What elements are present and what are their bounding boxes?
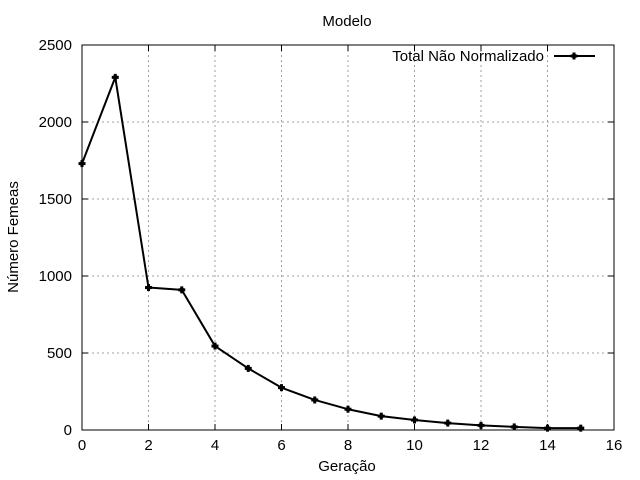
legend-label: Total Não Normalizado [392, 48, 544, 65]
data-point [111, 73, 119, 81]
data-point [544, 424, 551, 432]
data-point [311, 396, 319, 404]
data-point [510, 423, 518, 431]
plot-frame [81, 44, 615, 431]
data-point [477, 421, 485, 429]
legend: Total Não Normalizado [392, 48, 595, 65]
y-axis-label: Número Femeas [5, 181, 22, 293]
series-layer [78, 73, 585, 432]
x-tick-label: 16 [606, 437, 623, 454]
data-point [411, 416, 418, 424]
data-point [344, 405, 352, 413]
y-tick-label: 2000 [39, 114, 72, 131]
axis-ticks: 0 2 4 6 8 10 12 14 16 0 500 1000 1500 2000 2500 [39, 37, 623, 454]
data-point [577, 424, 585, 432]
data-point [145, 284, 152, 292]
x-tick-label: 8 [344, 437, 352, 454]
y-tick-label: 1000 [39, 268, 72, 285]
x-tick-label: 2 [144, 437, 152, 454]
x-tick-label: 10 [406, 437, 423, 454]
x-tick-label: 12 [473, 437, 490, 454]
data-point [178, 286, 186, 294]
y-tick-label: 500 [47, 345, 72, 362]
data-point [377, 412, 385, 420]
grid [82, 45, 614, 430]
data-point [244, 364, 252, 372]
legend-marker [570, 52, 578, 60]
chart-title: Modelo [322, 13, 371, 30]
series-line [81, 76, 581, 430]
y-tick-label: 2500 [39, 37, 72, 54]
data-point [78, 160, 86, 168]
x-tick-label: 0 [78, 437, 86, 454]
data-point [278, 384, 285, 392]
y-tick-label: 0 [64, 422, 72, 439]
data-point [444, 419, 452, 427]
x-tick-label: 4 [211, 437, 219, 454]
y-tick-label: 1500 [39, 191, 72, 208]
x-axis-label: Geração [318, 458, 376, 475]
x-tick-label: 6 [277, 437, 285, 454]
data-point [211, 342, 219, 350]
x-tick-label: 14 [539, 437, 556, 454]
